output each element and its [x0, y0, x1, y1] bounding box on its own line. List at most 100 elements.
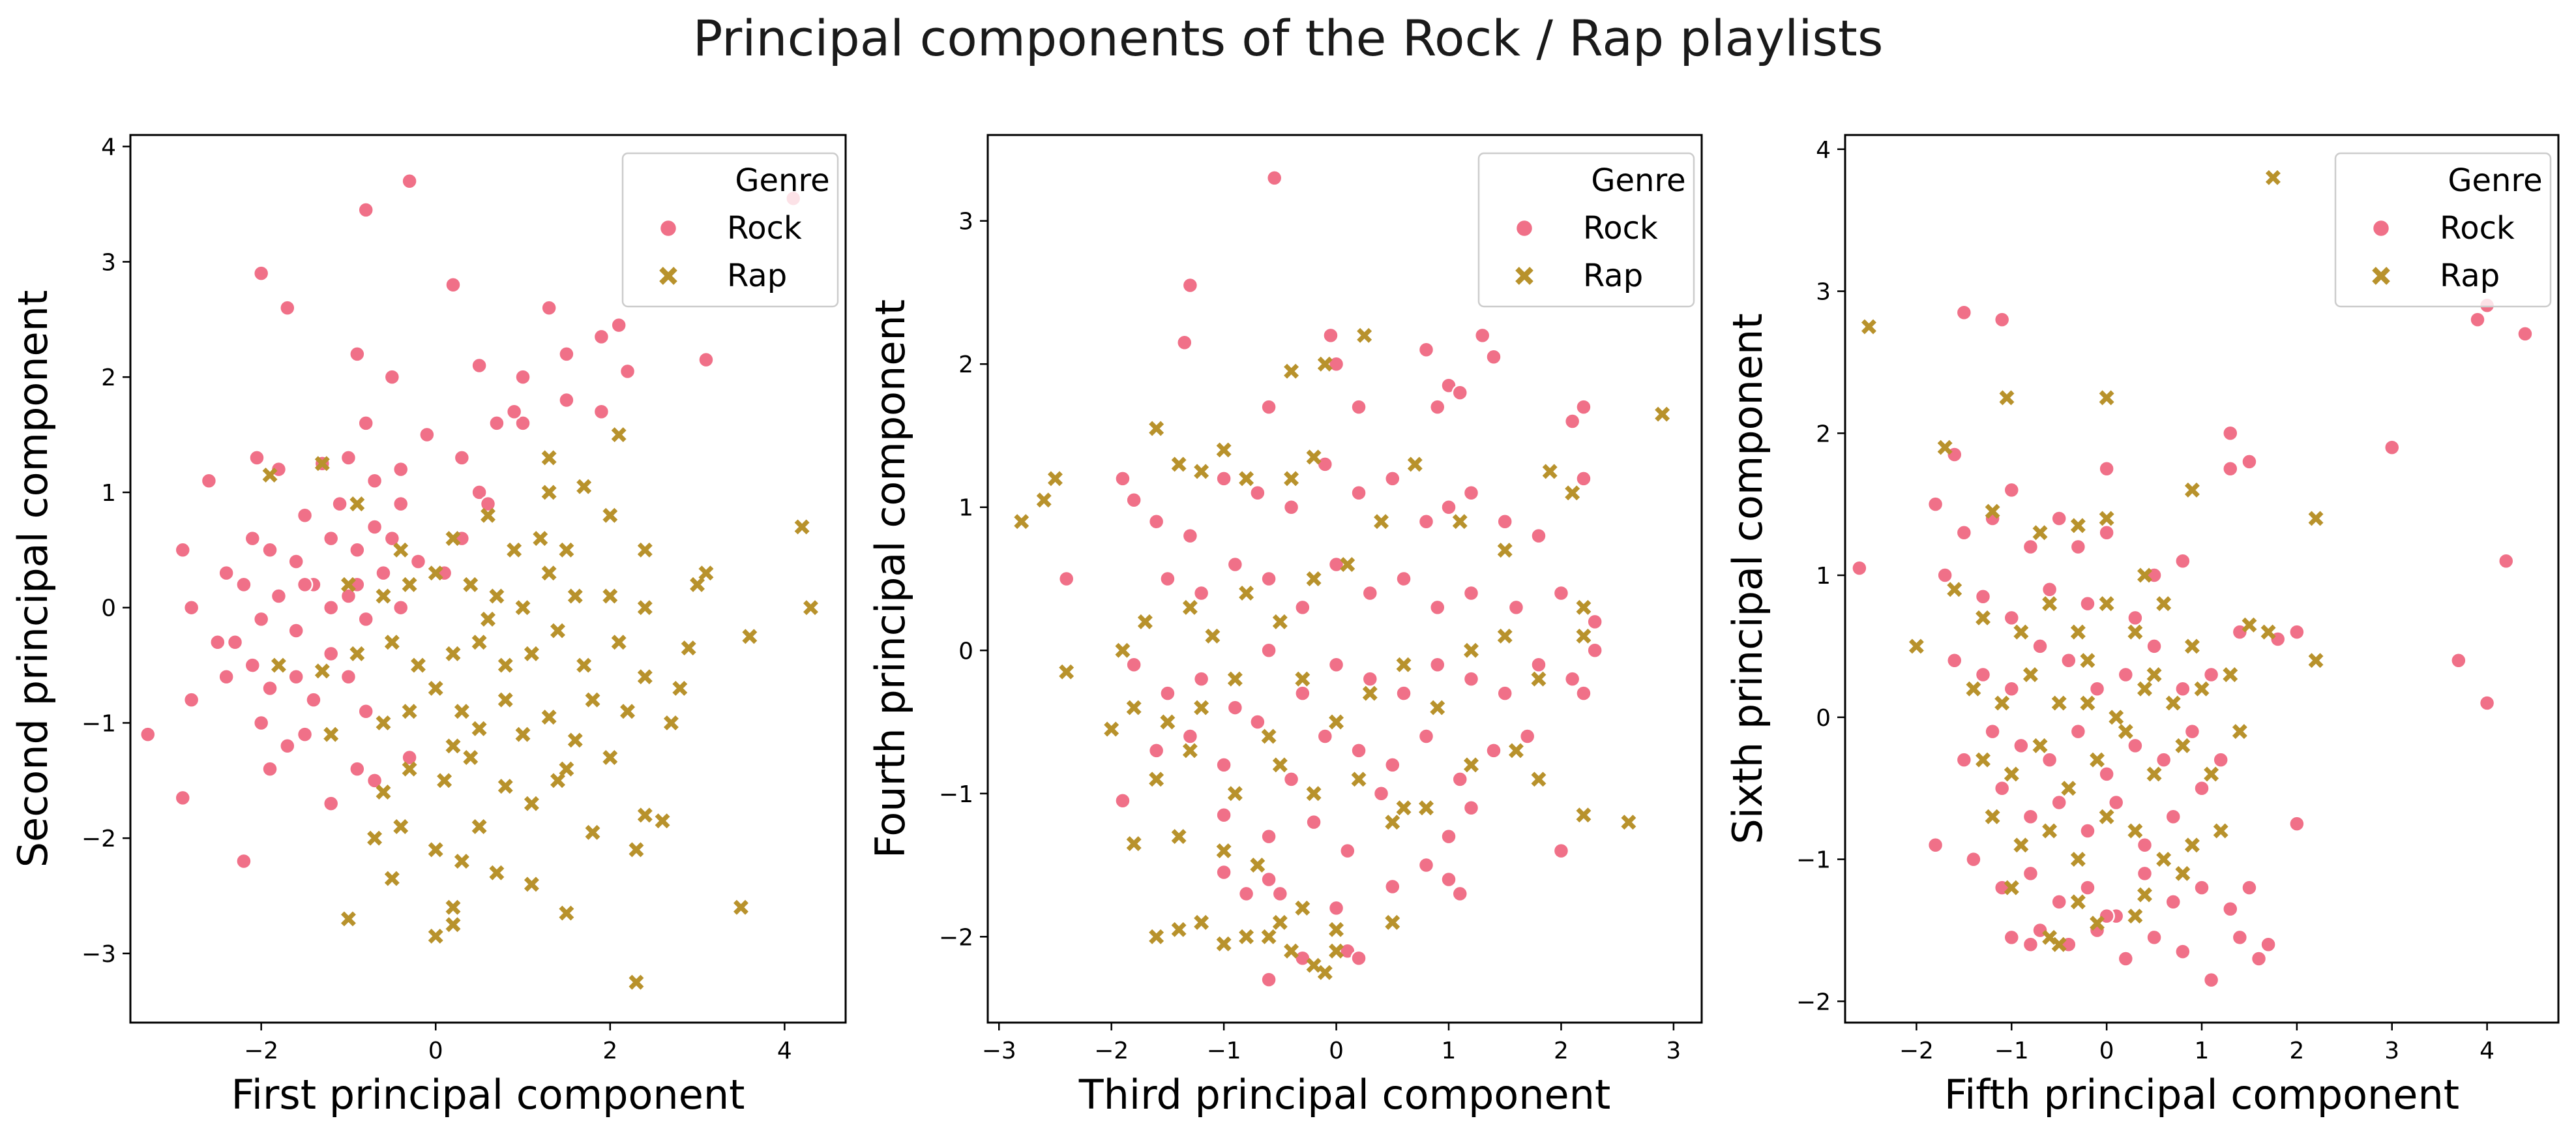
data-point-rap	[1284, 471, 1299, 487]
data-point-rock	[1955, 304, 1973, 321]
data-point-rock	[1417, 341, 1435, 359]
data-point-rock	[1473, 327, 1491, 344]
data-point-rap	[1621, 815, 1636, 830]
data-point-rock	[2174, 680, 2191, 698]
legend-title: Genre	[735, 162, 829, 199]
data-point-rap	[1194, 914, 1209, 930]
data-point-rock	[1147, 513, 1165, 530]
data-point-rock	[1586, 613, 1603, 631]
data-point-rap	[733, 899, 748, 915]
legend-title: Genre	[2448, 162, 2542, 199]
data-point-rap	[1182, 599, 1198, 615]
legend-label-rap: Rap	[1583, 258, 1643, 294]
data-point-rap	[481, 507, 496, 523]
data-point-rock	[1946, 652, 1963, 669]
figure-title: Principal components of the Rock / Rap p…	[692, 9, 1884, 67]
legend-marker-rap	[659, 267, 677, 285]
data-point-rap	[471, 721, 487, 736]
data-point-rock	[288, 553, 304, 570]
data-point-rap	[2070, 852, 2086, 867]
data-point-rap	[2137, 567, 2152, 583]
legend: Genre Rock Rap	[1477, 152, 1695, 308]
data-point-rock	[1327, 656, 1345, 673]
data-point-rap	[402, 761, 417, 777]
legend: Genre Rock Rap	[621, 152, 839, 308]
data-point-rock	[383, 368, 401, 385]
data-point-rock	[505, 403, 523, 420]
data-point-rap	[2156, 596, 2172, 612]
data-point-rock	[1215, 470, 1232, 487]
data-point-rap	[2127, 823, 2143, 839]
data-point-rap	[340, 577, 356, 592]
data-point-rap	[524, 877, 539, 892]
data-point-rap	[1171, 922, 1187, 937]
data-point-rock	[1215, 863, 1232, 881]
data-point-rock	[2117, 666, 2135, 683]
data-point-rap	[1576, 807, 1591, 823]
data-point-rock	[2079, 879, 2096, 896]
data-point-rock	[698, 351, 715, 368]
data-point-rock	[1294, 950, 1311, 967]
data-point-rap	[2127, 908, 2143, 924]
data-point-rock	[1350, 950, 1367, 967]
data-point-rap	[2051, 937, 2067, 952]
data-point-rock	[279, 299, 296, 316]
data-point-rap	[1374, 514, 1389, 530]
data-point-rock	[1384, 757, 1401, 773]
data-point-rock	[349, 346, 366, 363]
data-point-rap	[1149, 929, 1164, 944]
data-point-rap	[1306, 571, 1322, 586]
data-point-rock	[1496, 513, 1513, 530]
data-point-rap	[2042, 596, 2058, 612]
y-axis-label: Second principal component	[9, 290, 57, 868]
x-tick-label: −1	[1994, 1038, 2029, 1064]
data-point-rock	[1563, 670, 1581, 687]
data-point-rock	[279, 738, 296, 755]
legend-label-rock: Rock	[1583, 210, 1658, 247]
y-tick-label: −2	[939, 924, 973, 951]
data-point-rock	[1451, 885, 1469, 903]
data-point-rap	[1966, 681, 1981, 697]
data-point-rap	[1994, 695, 2010, 711]
data-point-rock	[540, 299, 557, 316]
chart-panel-2: −3 −2 −1 0 1 2 3 −2 −1 0 1 2 3 Third principal compon…	[866, 134, 1703, 1118]
data-point-rap	[376, 785, 391, 800]
data-point-rap	[1216, 442, 1232, 458]
data-point-rock	[383, 530, 401, 547]
data-point-rock	[1058, 570, 1075, 588]
data-point-rock	[183, 691, 200, 708]
data-point-rock	[2478, 695, 2496, 712]
data-point-rock	[2041, 581, 2058, 598]
data-point-rock	[1927, 496, 1944, 513]
legend-marker-rap	[2372, 267, 2390, 285]
data-point-rock	[1114, 470, 1131, 487]
data-point-rock	[2079, 595, 2096, 612]
data-point-rap	[1216, 936, 1232, 952]
data-point-rap	[463, 749, 479, 765]
y-tick-label: −1	[81, 710, 116, 737]
data-point-rock	[2383, 439, 2401, 456]
data-point-rap	[2090, 752, 2105, 768]
data-point-rock	[183, 599, 200, 616]
data-point-rap	[2070, 894, 2086, 910]
data-point-rap	[1205, 628, 1221, 644]
data-point-rap	[2127, 624, 2143, 640]
data-point-rock	[2146, 929, 2163, 946]
data-point-rap	[2022, 667, 2038, 682]
data-point-rock	[2222, 425, 2239, 442]
data-point-rock	[366, 518, 383, 535]
data-point-rap	[1317, 356, 1333, 372]
data-point-rap	[585, 692, 600, 708]
data-point-rap	[1284, 363, 1299, 379]
data-point-rock	[1993, 779, 2011, 797]
data-point-rap	[2184, 482, 2200, 498]
chart-panel-1: −2 0 2 4 −3 −2 −1 0 1 2 3 4 First principal componen…	[9, 134, 847, 1118]
x-tick-label: 4	[777, 1038, 792, 1064]
data-point-rock	[2202, 666, 2220, 683]
data-point-rap	[445, 646, 461, 661]
x-axis-label: Fifth principal component	[1944, 1071, 2459, 1118]
data-point-rock	[1575, 470, 1592, 487]
data-point-rap	[637, 669, 653, 685]
data-point-rap	[1362, 685, 1378, 701]
data-point-rock	[392, 599, 409, 616]
